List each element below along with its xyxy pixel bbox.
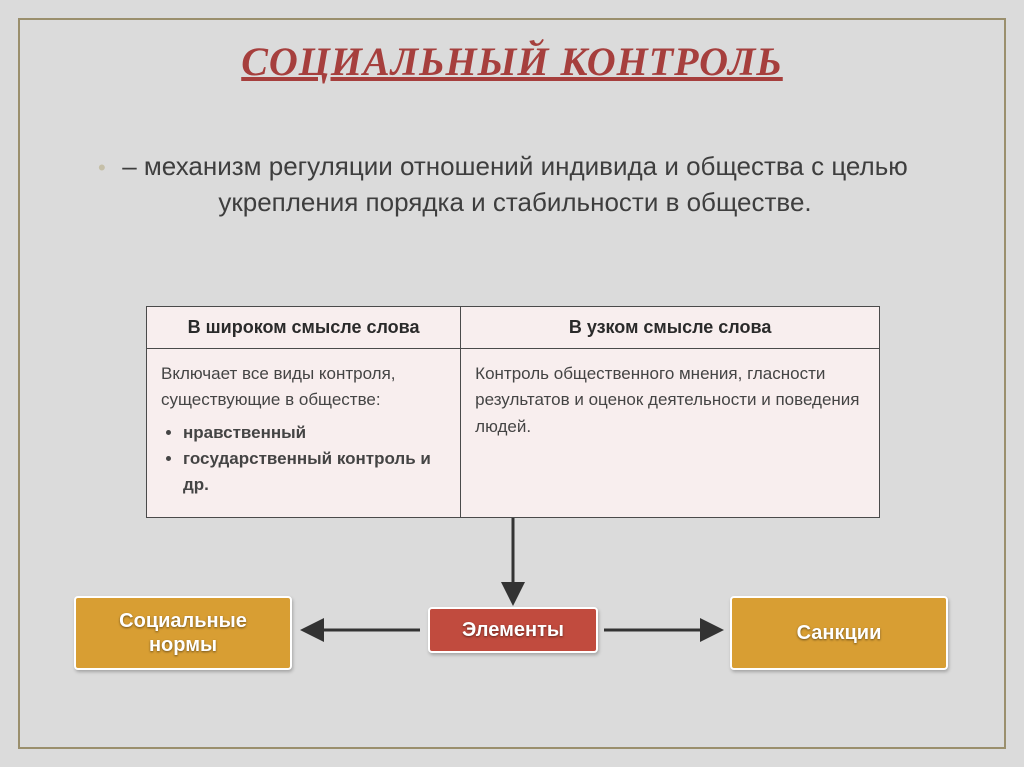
list-item: государственный контроль и др. [183, 446, 446, 499]
table-cell-broad: Включает все виды контроля, существующие… [147, 349, 461, 518]
meaning-table: В широком смысле слова В узком смысле сл… [146, 306, 880, 518]
social-norms-box: Социальныенормы [74, 596, 292, 670]
sanctions-box: Санкции [730, 596, 948, 670]
sanctions-label: Санкции [797, 621, 882, 645]
definition-text: – механизм регуляции отношений индивида … [120, 148, 910, 221]
slide-title: СОЦИАЛЬНЫЙ КОНТРОЛЬ [0, 38, 1024, 85]
table-header-broad: В широком смысле слова [147, 307, 461, 349]
table-header-narrow: В узком смысле слова [461, 307, 880, 349]
elements-box: Элементы [428, 607, 598, 653]
list-item: нравственный [183, 420, 446, 446]
elements-label: Элементы [462, 618, 564, 642]
broad-intro: Включает все виды контроля, существующие… [161, 361, 446, 414]
table-cell-narrow: Контроль общественного мнения, гласности… [461, 349, 880, 518]
norms-label: Социальныенормы [119, 609, 247, 657]
broad-list: нравственный государственный контроль и … [161, 420, 446, 499]
definition-bullet: • [98, 155, 106, 181]
